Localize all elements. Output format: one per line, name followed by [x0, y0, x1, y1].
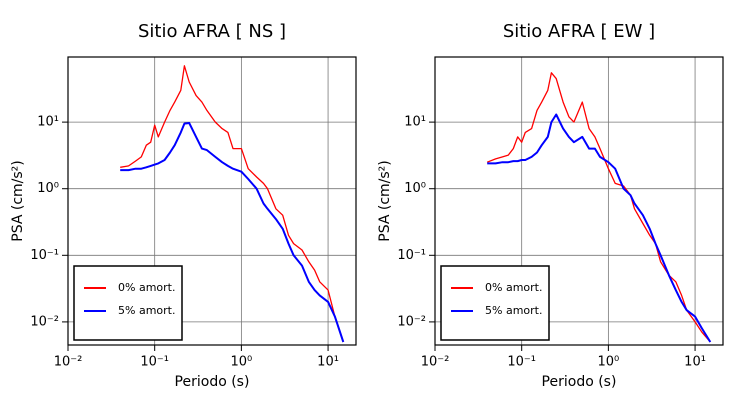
- x-tick-label: 10¹: [317, 355, 339, 370]
- chart-title: Sitio AFRA [ EW ]: [503, 21, 655, 42]
- y-tick-label: 10⁰: [404, 181, 426, 196]
- plot-frame: [434, 56, 724, 346]
- x-tick-label: 10⁻²: [54, 355, 83, 370]
- chart-title: Sitio AFRA [ NS ]: [138, 21, 286, 42]
- x-tick-label: 10⁰: [230, 355, 252, 370]
- legend-box: [440, 265, 550, 341]
- y-tick-label: 10⁻²: [397, 314, 426, 329]
- series-line: [487, 113, 712, 343]
- y-tick-label: 10⁰: [37, 181, 59, 196]
- y-axis-label: PSA (cm/s²): [10, 160, 26, 242]
- legend-label: 0% amort.: [485, 281, 542, 294]
- y-tick-label: 10⁻¹: [397, 248, 426, 263]
- x-tick-label: 10⁰: [597, 355, 619, 370]
- subplot: 10⁻² 10⁻¹ 10⁰ 10¹ 10⁻² 10⁻¹ 10⁰ 10¹ 0% amort. 5% …: [377, 21, 724, 390]
- y-tick-label: 10⁻¹: [30, 248, 59, 263]
- y-axis-label: PSA (cm/s²): [377, 160, 393, 242]
- legend-label: 5% amort.: [118, 304, 175, 317]
- x-axis-label: Periodo (s): [175, 374, 250, 390]
- legend-label: 5% amort.: [485, 304, 542, 317]
- series-line: [120, 65, 344, 343]
- y-tick-label: 10⁻²: [30, 314, 59, 329]
- y-tick-label: 10¹: [37, 115, 59, 130]
- x-tick-label: 10¹: [684, 355, 706, 370]
- y-tick-label: 10¹: [404, 115, 426, 130]
- x-tick-label: 10⁻²: [421, 355, 450, 370]
- x-tick-label: 10⁻¹: [140, 355, 169, 370]
- plot-frame: [67, 56, 357, 346]
- subplot: 10⁻² 10⁻¹ 10⁰ 10¹ 10⁻² 10⁻¹ 10⁰ 10¹ 0% amort. 5% …: [10, 21, 357, 390]
- x-axis-label: Periodo (s): [542, 374, 617, 390]
- x-tick-label: 10⁻¹: [507, 355, 536, 370]
- series-line: [120, 122, 345, 343]
- legend-box: [73, 265, 183, 341]
- legend-label: 0% amort.: [118, 281, 175, 294]
